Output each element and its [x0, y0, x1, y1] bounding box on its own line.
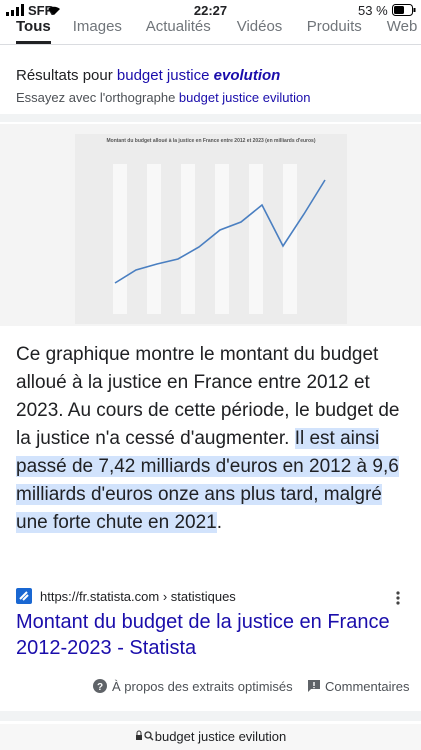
text: evolution — [213, 67, 281, 84]
image-area[interactable]: Montant du budget alloué à la justice en… — [0, 124, 421, 326]
about-link[interactable]: À propos des extraits optimisés — [112, 679, 293, 694]
separator — [0, 711, 421, 721]
help-icon: ? — [93, 679, 107, 693]
spelling-line: Résultats pour budget justice evolution — [16, 67, 280, 84]
tab[interactable]: Produits — [306, 18, 362, 35]
tab[interactable]: Tous — [16, 18, 51, 44]
tab[interactable]: Vidéos — [236, 18, 283, 35]
feedback-link[interactable]: Commentaires — [325, 679, 410, 694]
battery-icon — [392, 4, 416, 16]
text: budget justice — [116, 67, 210, 84]
tab[interactable]: Images — [72, 18, 122, 35]
address-text: budget justice evilution — [154, 729, 287, 744]
tab[interactable]: Actualités — [145, 18, 211, 35]
text: Essayez avec l'orthographe — [16, 90, 176, 105]
thumbnail: Montant du budget alloué à la justice en… — [75, 134, 347, 324]
text: Ce graphique montre le montant du budget… — [16, 344, 400, 449]
result-title[interactable]: Montant du budget de la justice en Franc… — [16, 611, 390, 659]
battery: 53 % — [358, 3, 388, 18]
separator — [0, 114, 421, 122]
text: Résultats pour — [16, 67, 113, 84]
divider — [0, 44, 421, 45]
status-icons — [6, 4, 60, 16]
address: budget justice evilution — [0, 729, 421, 744]
more-menu[interactable] — [394, 590, 402, 606]
time: 22:27 — [193, 3, 228, 18]
svg-text:?: ? — [97, 682, 103, 693]
source-url[interactable]: https://fr.statista.com › statistiques — [40, 589, 236, 604]
suggestion-link[interactable]: budget justice evilution — [178, 90, 311, 105]
thumbnail-title: Montant du budget alloué à la justice en… — [106, 138, 316, 144]
lock-search-icons — [135, 730, 154, 741]
query-link[interactable]: budget justice evolution — [117, 67, 280, 84]
tab[interactable]: Web — [386, 18, 418, 35]
carrier: SFR — [28, 3, 54, 18]
text: . — [216, 512, 222, 533]
feedback-icon — [308, 680, 320, 692]
suggestion-line: Essayez avec l'orthographe budget justic… — [16, 90, 310, 105]
thumbnail-chart — [113, 164, 326, 314]
tab-bar: Tous Images Actualités Vidéos Produits Web — [16, 18, 421, 44]
favicon — [16, 588, 32, 604]
snippet-text: Ce graphique montre le montant du budget… — [16, 341, 408, 537]
address-bar[interactable]: budget justice evilution — [0, 724, 421, 750]
